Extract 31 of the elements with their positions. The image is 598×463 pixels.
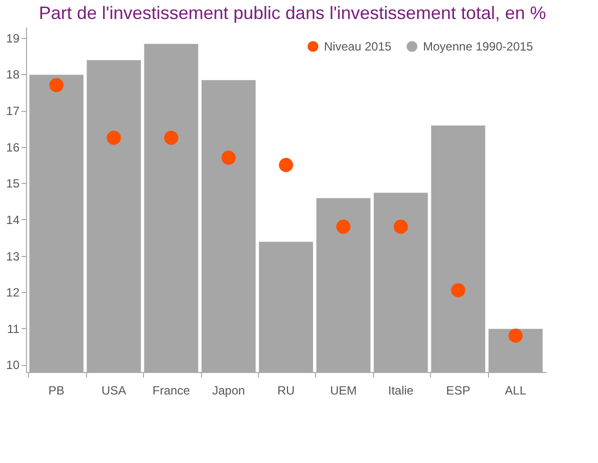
chart-title: Part de l'investissement public dans l'investissement total, en % xyxy=(38,3,546,23)
y-tick-label: 19 xyxy=(6,31,20,46)
point xyxy=(49,78,64,92)
y-tick-label: 17 xyxy=(6,104,20,118)
x-tick-label: France xyxy=(152,384,190,398)
point xyxy=(278,158,294,172)
point xyxy=(394,220,408,234)
point xyxy=(451,283,466,298)
x-tick-label: Japon xyxy=(212,384,245,398)
point xyxy=(106,130,121,145)
y-tick-label: 16 xyxy=(6,140,20,154)
point xyxy=(336,220,350,234)
x-tick-label: ESP xyxy=(446,384,470,398)
y-tick-label: 14 xyxy=(6,212,20,227)
y-tick-label: 12 xyxy=(6,286,20,300)
y-tick-label: 10 xyxy=(6,358,20,372)
y-tick-label: 18 xyxy=(6,68,20,82)
y-tick-label: 11 xyxy=(7,322,20,336)
y-tick-label: 15 xyxy=(6,176,20,191)
x-tick-label: USA xyxy=(101,384,126,398)
x-tick-label: RU xyxy=(277,384,295,398)
x-tick-label: UEM xyxy=(330,384,357,398)
point xyxy=(222,150,236,165)
y-tick-label: 13 xyxy=(6,249,20,264)
x-tick-label: PB xyxy=(48,384,64,398)
point xyxy=(508,328,523,343)
legend-label: Niveau 2015 xyxy=(324,39,392,54)
point xyxy=(164,130,178,145)
x-tick-label: ALL xyxy=(504,384,527,398)
legend-label: Moyenne 1990-2015 xyxy=(423,39,534,54)
x-tick-label: Italie xyxy=(388,384,414,398)
